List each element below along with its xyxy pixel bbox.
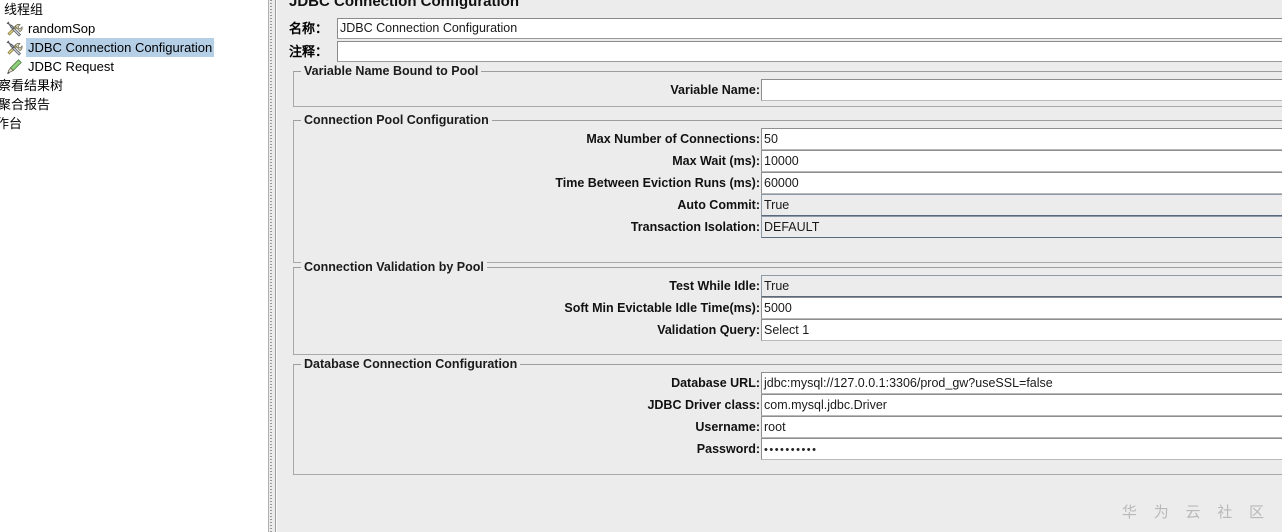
field-label: Database URL:	[671, 376, 760, 390]
group-title: Connection Pool Configuration	[301, 113, 492, 127]
tree-item-1[interactable]: randomSop	[0, 19, 268, 38]
field-row: Auto Commit: True	[294, 194, 1282, 216]
comment-label: 注释：	[289, 44, 329, 59]
tree-item-label: 作台	[0, 116, 23, 131]
group-variable-name: Variable Name Bound to Pool Variable Name…	[293, 64, 1282, 107]
splitter-grip-icon[interactable]	[270, 0, 275, 532]
field-input[interactable]: jdbc:mysql://127.0.0.1:3306/prod_gw?useS…	[761, 372, 1282, 394]
field-combobox[interactable]: True	[761, 194, 1282, 216]
jdbc-connection-configuration-panel: JDBC Connection Configuration 名称： JDBC C…	[280, 0, 1282, 532]
tree-item-4[interactable]: 察看结果树	[0, 76, 268, 95]
element-header: 名称： JDBC Connection Configuration 注释：	[289, 18, 1282, 64]
field-label: Variable Name:	[670, 83, 760, 97]
splitter-edge-shadow	[275, 0, 276, 532]
field-row: Time Between Eviction Runs (ms): 60000	[294, 172, 1282, 194]
group-database: Database Connection Configuration Databas…	[293, 357, 1282, 475]
field-row: Test While Idle: True	[294, 275, 1282, 297]
tree-item-3[interactable]: JDBC Request	[0, 57, 268, 76]
tree-item-label: 线程组	[4, 2, 44, 17]
field-combobox[interactable]: True	[761, 275, 1282, 297]
password-input[interactable]: ••••••••••	[761, 438, 1282, 460]
tree-item-label: JDBC Request	[28, 59, 114, 74]
group-connection-pool: Connection Pool Configuration Max Number …	[293, 113, 1282, 263]
field-row: Max Wait (ms): 10000	[294, 150, 1282, 172]
field-label: Validation Query:	[657, 323, 760, 337]
field-row: Username: root	[294, 416, 1282, 438]
tree-item-2[interactable]: JDBC Connection Configuration	[0, 38, 268, 57]
tree-item-label: JDBC Connection Configuration	[26, 38, 215, 57]
name-row: 名称： JDBC Connection Configuration	[289, 18, 1282, 39]
field-label: Max Number of Connections:	[586, 132, 760, 146]
tree-item-label: randomSop	[28, 21, 96, 36]
field-label: Password:	[696, 442, 760, 456]
field-label: JDBC Driver class:	[647, 398, 760, 412]
field-label: Test While Idle:	[669, 279, 760, 293]
field-input[interactable]: 60000	[761, 172, 1282, 194]
field-input[interactable]: 50	[761, 128, 1282, 150]
watermark: 华 为 云 社 区	[1121, 503, 1270, 521]
tree-item-label: 察看结果树	[0, 78, 64, 93]
tree-item-5[interactable]: 聚合报告	[0, 95, 268, 114]
field-input[interactable]: Select 1	[761, 319, 1282, 341]
field-input[interactable]	[761, 79, 1282, 101]
field-label: Transaction Isolation:	[630, 220, 760, 234]
name-label: 名称：	[289, 21, 329, 36]
field-label: Max Wait (ms):	[672, 154, 760, 168]
field-row: Database URL: jdbc:mysql://127.0.0.1:3306…	[294, 372, 1282, 394]
sampler-pen-icon	[6, 58, 23, 75]
field-row: Max Number of Connections: 50	[294, 128, 1282, 150]
tree-item-label: 聚合报告	[0, 97, 51, 112]
comment-row: 注释：	[289, 41, 1282, 62]
field-row: Soft Min Evictable Idle Time(ms): 5000	[294, 297, 1282, 319]
group-title: Database Connection Configuration	[301, 357, 521, 371]
field-input[interactable]: 5000	[761, 297, 1282, 319]
field-combobox[interactable]: DEFAULT	[761, 216, 1282, 238]
splitter-edge-right	[276, 0, 277, 532]
group-title: Connection Validation by Pool	[301, 260, 487, 274]
name-input[interactable]: JDBC Connection Configuration	[337, 18, 1282, 39]
field-row: Transaction Isolation: DEFAULT	[294, 216, 1282, 238]
comment-input[interactable]	[337, 41, 1282, 62]
page-title: JDBC Connection Configuration	[289, 0, 519, 10]
field-row: JDBC Driver class: com.mysql.jdbc.Driver	[294, 394, 1282, 416]
field-row: Password: ••••••••••	[294, 438, 1282, 460]
splitter-edge-left	[268, 0, 269, 532]
field-row: Variable Name:	[294, 79, 1282, 101]
tree-item-6[interactable]: 作台	[0, 114, 268, 133]
tree-item-0[interactable]: 线程组	[0, 0, 268, 19]
panel-splitter[interactable]	[268, 0, 280, 532]
field-label: Soft Min Evictable Idle Time(ms):	[564, 301, 760, 315]
field-label: Username:	[695, 420, 760, 434]
field-input[interactable]: root	[761, 416, 1282, 438]
field-input[interactable]: 10000	[761, 150, 1282, 172]
config-wrench-icon	[6, 20, 23, 37]
config-wrench-icon	[6, 39, 23, 56]
group-title: Variable Name Bound to Pool	[301, 64, 482, 78]
group-validation: Connection Validation by Pool Test While …	[293, 260, 1282, 355]
field-label: Time Between Eviction Runs (ms):	[555, 176, 760, 190]
field-label: Auto Commit:	[677, 198, 760, 212]
field-input[interactable]: com.mysql.jdbc.Driver	[761, 394, 1282, 416]
field-row: Validation Query: Select 1	[294, 319, 1282, 341]
test-plan-tree[interactable]: 线程组 randomSop JDBC Connection Configuratio…	[0, 0, 268, 532]
